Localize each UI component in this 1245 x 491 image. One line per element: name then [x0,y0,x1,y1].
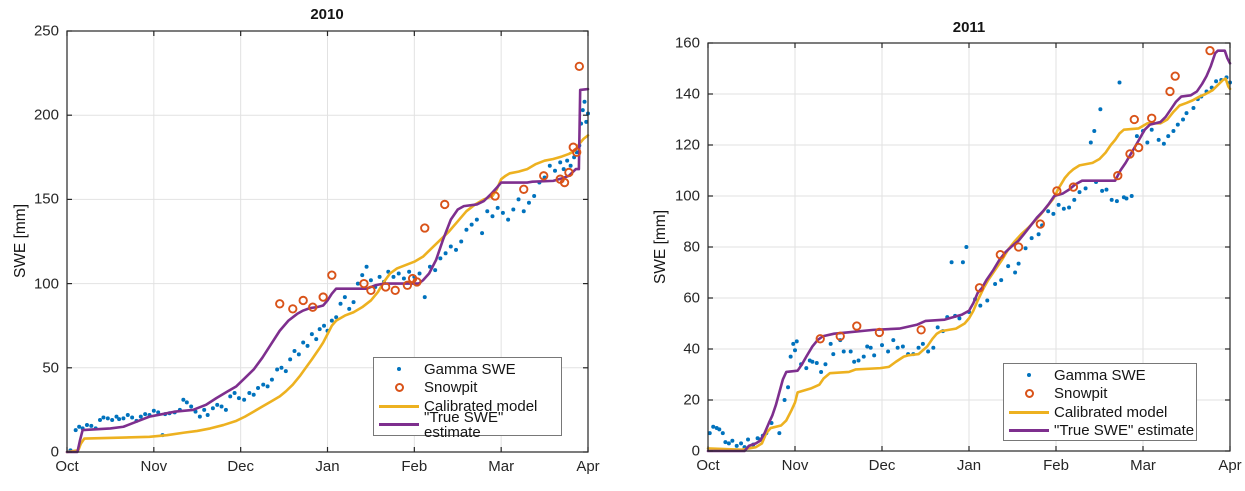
y-tick-label: 40 [683,340,700,358]
legend-item-gamma-swe: Gamma SWE [1004,366,1196,385]
gamma-dot-marker-icon [1027,373,1031,378]
legend-item-calibrated-model: Calibrated model [374,397,561,416]
y-tick-label: 200 [33,106,59,124]
x-tick-label: Nov [781,457,809,474]
calibrated-line-marker-icon [1009,410,1049,414]
legend-item-snowpit: Snowpit [1004,385,1196,404]
x-tick-label: Apr [1218,457,1242,474]
true-swe-line [65,87,590,454]
calibrated-line-marker-icon [379,404,419,408]
y-tick-label: 60 [683,289,700,307]
x-tick-label: Oct [696,457,720,474]
y-axis-label-2010: SWE [mm] [12,203,29,279]
legend-label: "True SWE" estimate [424,408,504,441]
x-tick-label: Mar [1130,457,1156,474]
y-tick-label: 80 [683,238,700,256]
y-tick-label: 160 [674,34,700,52]
snowpit-points [275,61,584,314]
y-tick-label: 120 [674,136,700,154]
y-tick-label: 100 [674,187,700,205]
x-tick-label: Dec [868,457,896,474]
y-tick-label: 50 [42,359,59,377]
y-tick-label: 140 [674,85,700,103]
y-tick-label: 250 [33,22,59,40]
y-tick-label: 0 [50,443,59,461]
legend-label: "True SWE" estimate [1054,422,1195,440]
grid [67,31,588,452]
legend-item-true-swe: "True SWE" estimate [1004,422,1196,441]
y-tick-label: 100 [33,275,59,293]
legend-2010: Gamma SWE Snowpit Calibrated model "True… [373,357,562,440]
snowpit-circle-marker-icon [1024,389,1034,399]
true-swe-line-marker-icon [1009,429,1049,433]
chart-title-2010: 2010 [310,6,344,23]
x-tick-label: Mar [488,458,515,475]
x-tick-label: Jan [315,458,340,475]
y-tick-label: 20 [683,391,700,409]
legend-label: Calibrated model [1054,403,1168,421]
chart-title-2011: 2011 [952,19,986,36]
legend-item-gamma-swe: Gamma SWE [374,360,561,379]
gamma-dot-marker-icon [397,367,401,372]
legend-item-true-swe: "True SWE" estimate [374,410,561,440]
y-axis-label-2011: SWE [mm] [652,209,669,285]
y-tick-label: 0 [691,442,700,460]
chart-2010 [65,30,590,454]
legend-2011: Gamma SWE Snowpit Calibrated model "True… [1003,363,1197,441]
calibrated-model-line [65,134,590,454]
legend-label: Calibrated model [424,397,538,415]
x-tick-label: Apr [576,458,600,475]
legend-label: Gamma SWE [1054,366,1146,384]
snowpit-circle-marker-icon [394,383,404,393]
chart-2011 [706,42,1232,453]
x-tick-label: Feb [1043,457,1069,474]
x-tick-label: Feb [401,458,428,475]
legend-item-snowpit: Snowpit [374,379,561,398]
x-tick-label: Nov [140,458,168,475]
legend-item-calibrated-model: Calibrated model [1004,403,1196,422]
x-tick-label: Jan [956,457,982,474]
y-tick-label: 150 [33,190,59,208]
tick-marks [707,42,1231,452]
true-swe-line-marker-icon [379,423,419,427]
x-tick-label: Oct [55,458,79,475]
legend-label: Snowpit [424,379,478,397]
snowpit-points [815,46,1215,344]
tick-marks [66,30,589,453]
legend-label: Gamma SWE [424,360,516,378]
x-tick-label: Dec [227,458,254,475]
true-swe-line [706,49,1232,453]
legend-label: Snowpit [1054,385,1108,403]
